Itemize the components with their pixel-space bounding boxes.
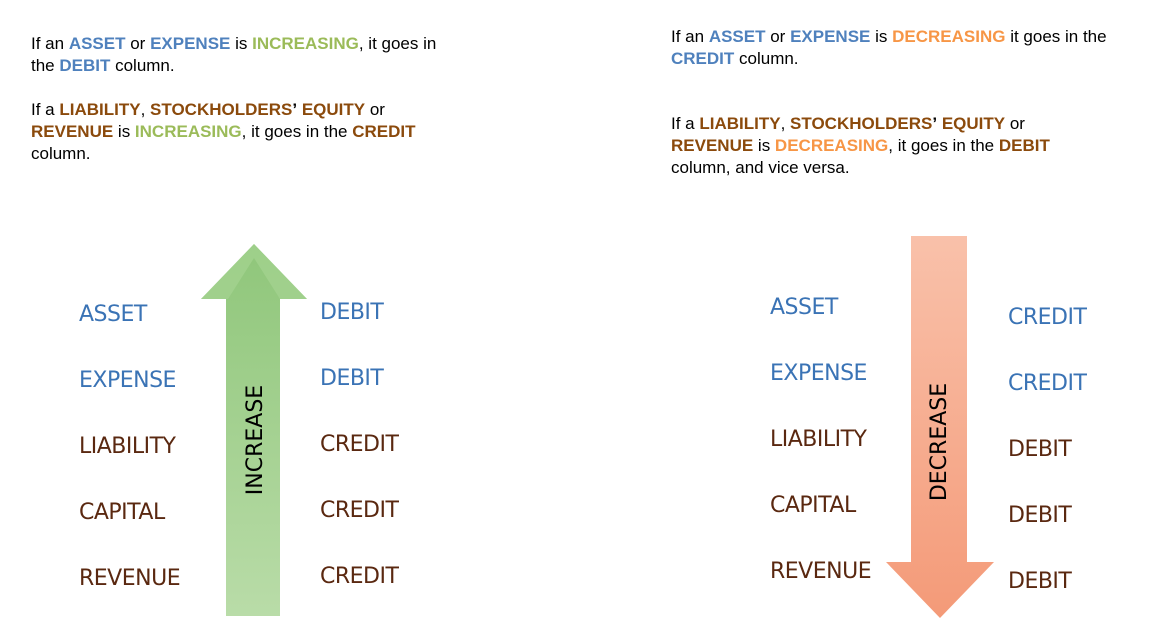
decrease-account-liability: LIABILITY	[770, 427, 867, 452]
increase-side-0: DEBIT	[320, 300, 384, 325]
increase-rule-credit: If a LIABILITY, STOCKHOLDERS’ EQUITY or …	[31, 100, 416, 163]
increase-side-3: CREDIT	[320, 498, 399, 523]
increase-rule-debit: If an ASSET or EXPENSE is INCREASING, it…	[31, 34, 437, 75]
increase-account-liability: LIABILITY	[79, 434, 176, 459]
term-asset: ASSET	[68, 34, 126, 53]
increase-side-4: CREDIT	[320, 564, 399, 589]
decrease-side-3: DEBIT	[1008, 503, 1072, 528]
term-decreasing: DECREASING	[892, 27, 1006, 46]
term-equity: EQUITY	[301, 100, 366, 119]
term-revenue: REVENUE	[671, 136, 754, 155]
decrease-side-2: DEBIT	[1008, 437, 1072, 462]
decrease-side-4: DEBIT	[1008, 569, 1072, 594]
term-liability: LIABILITY	[699, 114, 781, 133]
decrease-side-0: CREDIT	[1008, 305, 1087, 330]
term-debit: DEBIT	[59, 56, 111, 75]
term-equity: EQUITY	[941, 114, 1006, 133]
term-revenue: REVENUE	[31, 122, 114, 141]
term-increasing: INCREASING	[252, 34, 359, 53]
decrease-rule-credit: If an ASSET or EXPENSE is DECREASING it …	[671, 27, 1107, 68]
decrease-label: DECREASE	[927, 382, 952, 502]
increase-arrow	[201, 244, 307, 616]
increase-account-expense: EXPENSE	[79, 368, 176, 393]
term-stockholders: STOCKHOLDERS	[790, 114, 933, 133]
decrease-rule-debit: If a LIABILITY, STOCKHOLDERS’ EQUITY or …	[671, 114, 1050, 177]
term-increasing: INCREASING	[134, 122, 242, 141]
term-expense: EXPENSE	[150, 34, 231, 53]
term-debit: DEBIT	[998, 136, 1050, 155]
term-liability: LIABILITY	[59, 100, 141, 119]
decrease-arrow	[886, 236, 994, 618]
term-expense: EXPENSE	[790, 27, 871, 46]
term-decreasing: DECREASING	[774, 136, 889, 155]
increase-label: INCREASE	[243, 384, 268, 496]
increase-side-2: CREDIT	[320, 432, 399, 457]
increase-account-revenue: REVENUE	[79, 566, 181, 591]
term-credit: CREDIT	[352, 122, 416, 141]
decrease-account-asset: ASSET	[770, 295, 838, 320]
decrease-side-1: CREDIT	[1008, 371, 1087, 396]
term-asset: ASSET	[708, 27, 766, 46]
decrease-account-expense: EXPENSE	[770, 361, 867, 386]
increase-side-1: DEBIT	[320, 366, 384, 391]
decrease-account-revenue: REVENUE	[770, 559, 872, 584]
term-credit: CREDIT	[671, 49, 735, 68]
increase-account-capital: CAPITAL	[79, 500, 165, 525]
term-stockholders: STOCKHOLDERS	[150, 100, 293, 119]
decrease-account-capital: CAPITAL	[770, 493, 856, 518]
increase-account-asset: ASSET	[79, 302, 147, 327]
